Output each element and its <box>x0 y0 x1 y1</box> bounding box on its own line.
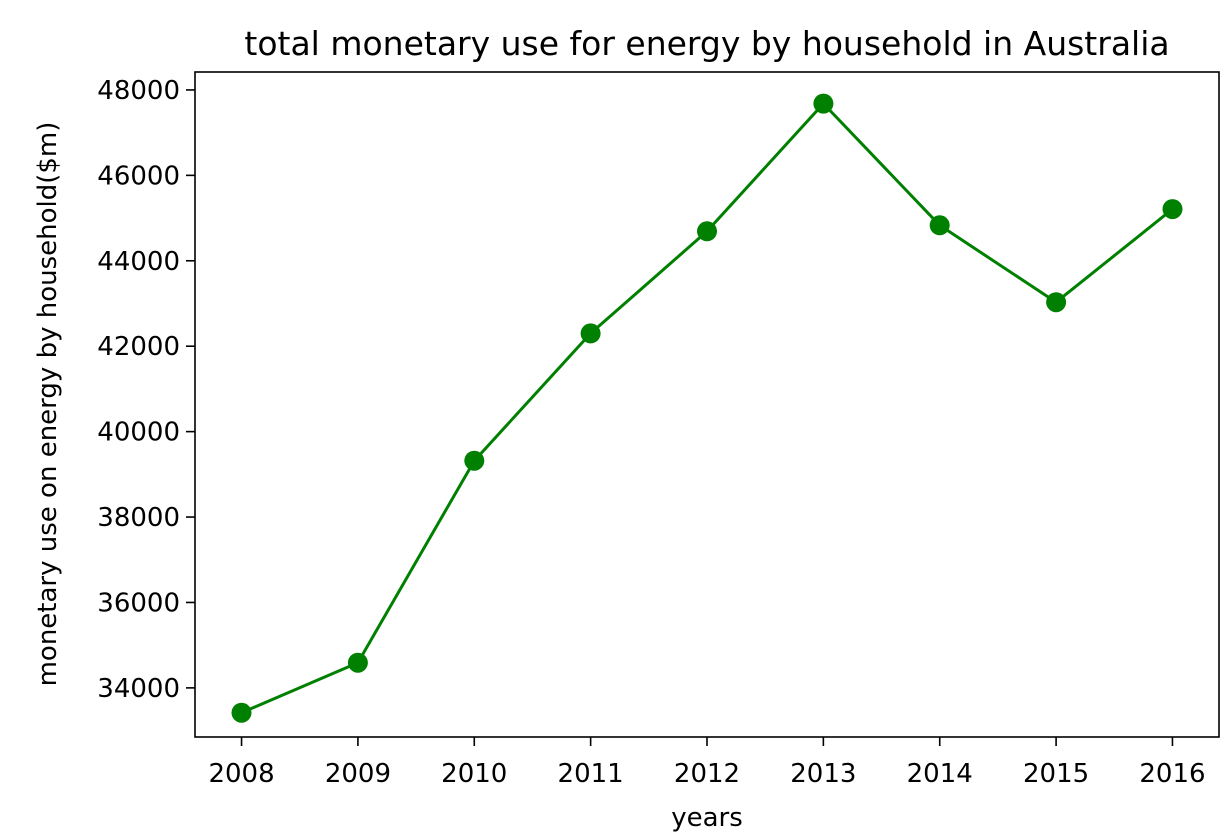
y-tick-label: 48000 <box>97 76 180 106</box>
y-tick-label: 46000 <box>97 161 180 191</box>
data-point-marker <box>697 221 717 242</box>
y-axis-label: monetary use on energy by household($m) <box>33 122 63 687</box>
y-axis-ticks: 34000 36000 38000 40000 42000 44000 46000 48000 <box>97 76 195 704</box>
x-axis-label: years <box>671 803 743 833</box>
x-tick-label: 2015 <box>1023 759 1089 789</box>
y-tick-label: 40000 <box>97 418 180 448</box>
x-axis-ticks: 2008 2009 2010 2011 2012 2013 2014 2015 2016 <box>208 737 1206 789</box>
x-tick-label: 2016 <box>1139 759 1205 789</box>
y-tick-label: 44000 <box>97 247 180 277</box>
y-tick-label: 42000 <box>97 332 180 362</box>
series-markers <box>231 93 1183 723</box>
data-point-marker <box>464 450 485 471</box>
data-point-marker <box>1046 292 1067 313</box>
y-tick-label: 38000 <box>97 503 180 533</box>
data-point-marker <box>1162 199 1183 220</box>
x-tick-label: 2008 <box>208 759 274 789</box>
data-point-marker <box>929 215 950 236</box>
x-tick-label: 2011 <box>558 759 624 789</box>
chart-title: total monetary use for energy by househo… <box>244 24 1169 63</box>
plot-area-frame <box>194 71 1220 738</box>
x-tick-label: 2010 <box>441 759 507 789</box>
x-tick-label: 2014 <box>907 759 973 789</box>
y-tick-label: 36000 <box>97 588 180 618</box>
x-tick-label: 2009 <box>325 759 391 789</box>
x-tick-label: 2012 <box>674 759 740 789</box>
x-tick-label: 2013 <box>790 759 856 789</box>
series-line <box>240 102 1174 715</box>
y-tick-label: 34000 <box>97 674 180 704</box>
data-point-marker <box>813 93 834 114</box>
data-point-marker <box>580 323 601 344</box>
data-point-marker <box>231 702 252 723</box>
data-point-marker <box>347 652 368 673</box>
